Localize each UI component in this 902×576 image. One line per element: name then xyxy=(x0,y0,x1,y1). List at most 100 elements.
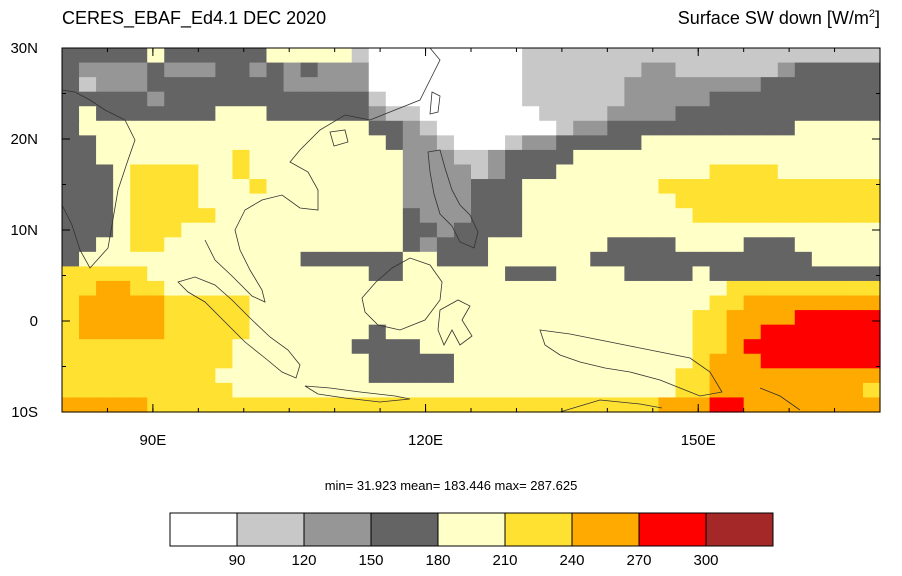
field-cell xyxy=(675,368,694,384)
field-cell xyxy=(249,179,268,195)
field-cell xyxy=(266,353,285,369)
field-cell xyxy=(113,266,131,282)
field-cell xyxy=(300,237,319,253)
field-cell xyxy=(777,310,796,326)
field-cell xyxy=(692,353,711,369)
field-cell xyxy=(624,62,643,78)
field-cell xyxy=(164,179,182,195)
field-cell xyxy=(113,382,131,399)
field-cell xyxy=(368,280,387,297)
field-cell xyxy=(385,353,404,369)
y-tick-label: 10N xyxy=(10,222,38,239)
field-cell xyxy=(385,266,404,282)
field-cell xyxy=(505,208,523,224)
field-cell xyxy=(215,48,234,64)
field-cell xyxy=(147,397,165,413)
field-cell xyxy=(436,91,455,107)
field-cell xyxy=(334,266,353,282)
field-cell xyxy=(232,339,251,355)
field-cell xyxy=(658,397,677,413)
field-cell xyxy=(590,106,608,122)
field-cell xyxy=(794,91,813,107)
y-tick-label: 10S xyxy=(11,404,38,421)
field-cell xyxy=(96,397,114,413)
field-cell xyxy=(130,280,148,297)
field-cell xyxy=(96,48,114,64)
field-cell xyxy=(539,193,557,209)
field-cell xyxy=(283,237,302,253)
field-cell xyxy=(300,164,319,180)
field-cell xyxy=(283,339,302,355)
field-cell xyxy=(62,324,80,340)
field-cell xyxy=(300,179,319,195)
field-cell xyxy=(590,77,608,93)
field-cell xyxy=(181,48,199,64)
field-cell xyxy=(692,324,711,340)
field-cell xyxy=(232,237,251,253)
field-cell xyxy=(556,222,574,238)
colorbar: 90 120 150 180 210 240 270 300 xyxy=(169,512,774,569)
field-cell xyxy=(709,48,728,64)
field-cell xyxy=(317,324,336,340)
field-cell xyxy=(692,91,711,107)
field-cell xyxy=(62,237,80,253)
field-cell xyxy=(641,164,660,180)
field-cell xyxy=(709,353,728,369)
field-cell xyxy=(777,135,796,151)
field-cell xyxy=(471,280,489,297)
field-cell xyxy=(130,397,148,413)
field-cell xyxy=(453,135,472,151)
field-cell xyxy=(266,135,285,151)
field-cell xyxy=(760,353,779,369)
field-cell xyxy=(79,179,97,195)
field-cell xyxy=(607,339,625,355)
field-cell xyxy=(266,295,285,311)
field-cell xyxy=(556,62,574,78)
field-cell xyxy=(79,77,97,93)
field-cell xyxy=(198,149,216,166)
field-cell xyxy=(845,164,864,180)
field-cell xyxy=(811,77,830,93)
coastline-solomon xyxy=(759,387,801,411)
field-cell xyxy=(62,149,80,166)
field-cell xyxy=(334,120,353,136)
field-cell xyxy=(794,237,813,253)
field-cell xyxy=(62,208,80,224)
coastline-hainan xyxy=(329,129,349,147)
field-cell xyxy=(607,48,625,64)
field-cell xyxy=(79,353,97,369)
field-cell xyxy=(215,353,234,369)
field-cell xyxy=(590,324,608,340)
field-cell xyxy=(317,193,336,209)
field-cell xyxy=(147,149,165,166)
field-cell xyxy=(794,310,813,326)
field-cell xyxy=(641,120,660,136)
field-cell xyxy=(777,106,796,122)
field-cell xyxy=(249,353,268,369)
field-cell xyxy=(624,295,643,311)
field-cell xyxy=(130,62,148,78)
field-cell xyxy=(539,251,557,267)
field-cell xyxy=(539,397,557,413)
field-cell xyxy=(334,324,353,340)
field-cell xyxy=(113,339,131,355)
field-cell xyxy=(471,295,489,311)
field-cell xyxy=(573,280,591,297)
field-cell xyxy=(624,77,643,93)
field-cell xyxy=(573,237,591,253)
field-cell xyxy=(726,310,745,326)
field-cell xyxy=(283,266,302,282)
field-cell xyxy=(590,135,608,151)
field-cell xyxy=(79,266,97,282)
field-cell xyxy=(300,382,319,399)
field-cell xyxy=(147,339,165,355)
field-cell xyxy=(215,120,234,136)
field-cell xyxy=(419,266,438,282)
field-cell xyxy=(505,164,523,180)
field-cell xyxy=(811,368,830,384)
field-cell xyxy=(79,324,97,340)
field-cell xyxy=(726,91,745,107)
field-cell xyxy=(181,368,199,384)
field-cell xyxy=(573,62,591,78)
field-cell xyxy=(522,120,540,136)
